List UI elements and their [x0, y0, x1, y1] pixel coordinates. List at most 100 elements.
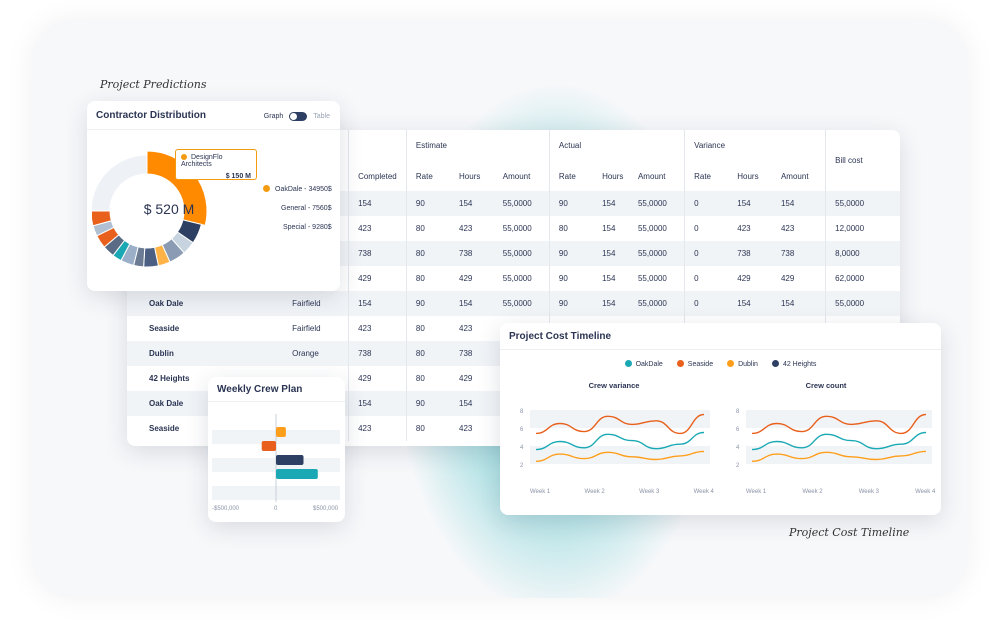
table-cell: 423 [348, 416, 407, 441]
y-tick-label: 8 [520, 409, 524, 415]
table-row[interactable]: Oak Dale Fairfield 154 90 154 55,0000 90 154 55,… [127, 291, 900, 316]
contractor-title: Contractor Distribution [96, 110, 206, 121]
bill-cost-header[interactable]: Bill cost [825, 130, 900, 191]
crew-bar[interactable] [276, 427, 286, 437]
table-cell: 0 [684, 191, 729, 216]
series-line[interactable] [535, 450, 705, 462]
predictions-caption: Project Predictions [100, 78, 207, 91]
col-header[interactable]: Rate [405, 161, 451, 191]
table-cell: 55,0000 [502, 274, 532, 283]
table-cell: 55,0000 [493, 191, 550, 216]
project-cost-timeline-card: Project Cost Timeline OakDale Seaside Du… [500, 323, 941, 515]
table-cell: Fairfield [292, 324, 321, 333]
crew-bar[interactable] [276, 455, 304, 465]
table-cell: 423 [459, 224, 473, 233]
project-name-cell: Seaside [149, 324, 180, 333]
table-cell: 423 [737, 224, 751, 233]
table-cell: 154 [728, 291, 772, 316]
table-row[interactable]: 429 80 429 55,0000 90 154 55,0000 0 429 429 62,000… [127, 266, 900, 291]
timeline-line-charts[interactable]: 8 6 4 2 Week 1 Week 2 Week 3 Week 4 8 6 4 2 Week 1 We… [500, 393, 941, 513]
table-cell: 423 [459, 424, 473, 433]
grid-band [746, 410, 932, 428]
estimate-header: Estimate [405, 130, 550, 161]
legend-label: 42 Heights [782, 361, 817, 368]
table-cell: 429 [780, 274, 795, 283]
table-cell: 154 [450, 391, 494, 416]
orange-dot-icon [181, 154, 187, 160]
legend-item[interactable]: Dublin [727, 360, 758, 368]
table-cell: 8,0000 [825, 241, 900, 266]
legend-item: OakDale - 34950$ [263, 185, 332, 193]
x-tick-label: Week 4 [915, 489, 936, 495]
table-cell: 90 [405, 191, 451, 216]
col-header[interactable]: Rate [548, 161, 594, 191]
crew-bar-chart[interactable] [208, 402, 345, 522]
orange-dot-icon [727, 360, 735, 367]
col-header[interactable]: Rate [684, 161, 729, 191]
series-line[interactable] [751, 413, 927, 435]
axis-label: -$500,000 [212, 506, 240, 512]
table-cell: 90 [548, 241, 594, 266]
table-cell: 738 [450, 241, 494, 266]
total-value: $ 520 M [143, 201, 195, 217]
col-header[interactable]: Hours [602, 171, 624, 181]
table-cell: 55,0000 [637, 224, 667, 233]
legend-item[interactable]: Seaside [676, 360, 713, 368]
col-header[interactable]: Amount [780, 171, 809, 181]
table-cell: 429 [459, 374, 473, 383]
series-line[interactable] [535, 413, 705, 435]
col-header[interactable]: Amount [637, 171, 666, 181]
col-header[interactable]: Hours [737, 171, 759, 181]
donut-chart[interactable] [92, 146, 242, 276]
col-header[interactable]: Hours [459, 171, 481, 181]
orange-dot-icon [263, 185, 270, 192]
table-row[interactable]: 423 80 423 55,0000 80 154 55,0000 0 423 423 12,000… [127, 216, 900, 241]
tooltip-amount: $ 150 M [225, 173, 251, 180]
table-cell: 55,0000 [628, 241, 685, 266]
series-line[interactable] [751, 450, 927, 462]
table-cell: 154 [593, 291, 629, 316]
timeline-title: Project Cost Timeline [509, 331, 612, 342]
legend-item: Special - 9280$ [283, 224, 332, 231]
legend-item[interactable]: 42 Heights [771, 360, 817, 368]
table-cell: 80 [405, 416, 451, 441]
actual-header: Actual [548, 130, 685, 161]
table-label[interactable]: Table [313, 113, 330, 120]
completed-header[interactable]: Completed [348, 161, 407, 191]
table-cell: 154 [348, 191, 407, 216]
y-tick-label: 4 [736, 445, 740, 451]
table-cell: 154 [602, 224, 616, 233]
table-cell: 154 [771, 191, 826, 216]
contractor-distribution-card: Contractor Distribution Graph Table $ 52… [87, 101, 340, 291]
toggle-switch[interactable] [289, 112, 308, 121]
table-cell: 80 [405, 366, 451, 391]
view-toggle[interactable]: Graph Table [264, 112, 330, 121]
table-cell: 154 [348, 391, 407, 416]
col-header[interactable]: Amount [502, 171, 531, 181]
legend-item[interactable]: OakDale [624, 360, 663, 368]
table-cell: 55,0000 [493, 291, 550, 316]
table-cell: 738 [771, 241, 826, 266]
table-cell: 738 [450, 341, 494, 366]
y-tick-label: 8 [736, 409, 740, 415]
project-name-cell: 42 Heights [149, 374, 190, 383]
graph-label[interactable]: Graph [263, 113, 284, 120]
series-line[interactable] [751, 431, 927, 451]
navy-dot-icon [771, 360, 779, 367]
table-cell: 55,0000 [637, 274, 667, 283]
table-cell: 90 [548, 266, 594, 291]
table-cell: 154 [593, 241, 629, 266]
legend-label: Special - 9280$ [283, 224, 332, 231]
donut-slice[interactable] [92, 154, 148, 212]
crew-bar[interactable] [276, 469, 318, 479]
project-name-cell: Seaside [149, 424, 180, 433]
legend-label: General - 7560$ [281, 205, 332, 212]
crew-bar[interactable] [261, 441, 276, 451]
table-cell: 55,0000 [825, 291, 900, 316]
table-cell: 80 [548, 216, 594, 241]
series-line[interactable] [535, 431, 705, 451]
table-cell: 154 [450, 291, 494, 316]
table-cell: 154 [728, 191, 772, 216]
table-cell: 154 [593, 191, 629, 216]
crew-plan-title: Weekly Crew Plan [217, 384, 303, 395]
